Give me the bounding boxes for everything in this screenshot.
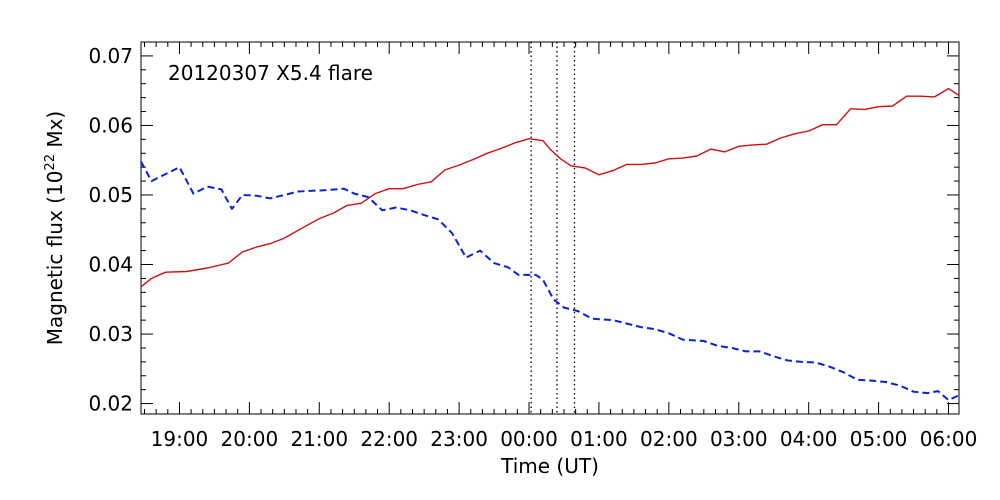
x-tick-label: 04:00: [780, 427, 838, 451]
y-axis-title-tail: Mx): [43, 111, 67, 154]
tick-labels: 19:00 20:00 21:00 22:00 23:00 00:00 01:00 02:00…: [88, 44, 977, 451]
y-axis-title-main: Magnetic flux (10: [43, 171, 67, 346]
x-tick-label: 01:00: [570, 427, 628, 451]
plot-frame: [140, 41, 960, 415]
series-line-blue-dashed: [140, 161, 960, 402]
vertical-markers: [530, 42, 576, 414]
x-tick-label: 21:00: [290, 427, 348, 451]
y-axis-title-exponent: 22: [43, 154, 58, 171]
x-tick-label: 00:00: [500, 427, 558, 451]
x-tick-label: 02:00: [640, 427, 698, 451]
x-tick-label: 06:00: [920, 427, 978, 451]
y-tick-label: 0.02: [88, 392, 133, 416]
y-axis-title: Magnetic flux (1022 Mx): [43, 111, 67, 345]
y-tick-label: 0.06: [88, 113, 133, 137]
x-axis-title: Time (UT): [500, 454, 599, 478]
y-tick-label: 0.03: [88, 322, 133, 346]
x-tick-label: 20:00: [221, 427, 279, 451]
x-tick-label: 23:00: [430, 427, 488, 451]
y-tick-label: 0.04: [88, 253, 133, 277]
series-group: [140, 87, 960, 402]
flare-annotation: 20120307 X5.4 flare: [168, 61, 373, 85]
series-line-red-solid: [140, 87, 960, 288]
x-tick-label: 19:00: [151, 427, 209, 451]
x-tick-label: 05:00: [850, 427, 908, 451]
y-tick-label: 0.05: [88, 183, 133, 207]
axis-ticks: [141, 41, 959, 414]
x-tick-label: 03:00: [710, 427, 768, 451]
y-tick-label: 0.07: [88, 44, 133, 68]
x-tick-label: 22:00: [360, 427, 418, 451]
